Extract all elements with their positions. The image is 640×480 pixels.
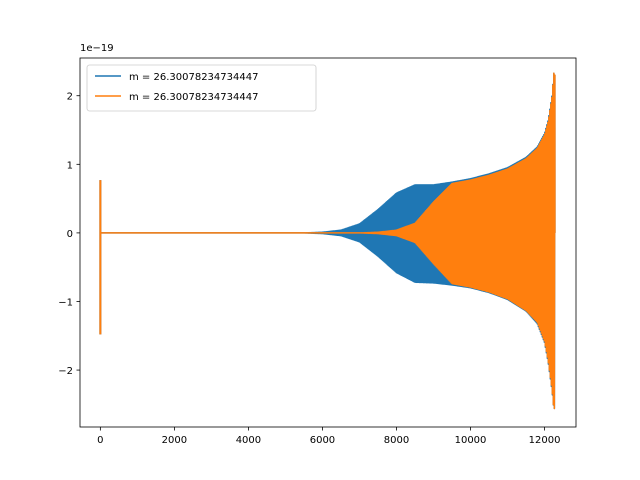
x-tick-label: 6000 [310,435,335,446]
legend-label-1: m = 26.30078234734447 [129,72,258,83]
x-tick-label: 12000 [529,435,561,446]
series-line-2 [100,72,556,410]
series-layer [99,72,556,410]
legend: m = 26.30078234734447 m = 26.300782347344… [86,64,317,112]
y-tick-label: −1 [58,297,73,308]
axes-frame [79,57,577,428]
legend-label-2: m = 26.30078234734447 [129,92,258,103]
y-tick-label: 2 [67,92,73,103]
x-tick-label: 4000 [236,435,261,446]
axes-layer: 0 2000 4000 6000 8000 10000 12000 −2 −1 0 1 2 [58,57,577,446]
y-tick-label: 1 [67,160,73,171]
y-tick-label: 0 [67,229,73,240]
x-tick-label: 2000 [162,435,187,446]
x-tick-label: 8000 [384,435,409,446]
y-axis-scale-label: 1e−19 [80,43,114,54]
x-tick-label: 10000 [455,435,487,446]
legend-box [86,64,317,112]
y-tick-label: −2 [58,366,73,377]
x-tick-label: 0 [97,435,103,446]
